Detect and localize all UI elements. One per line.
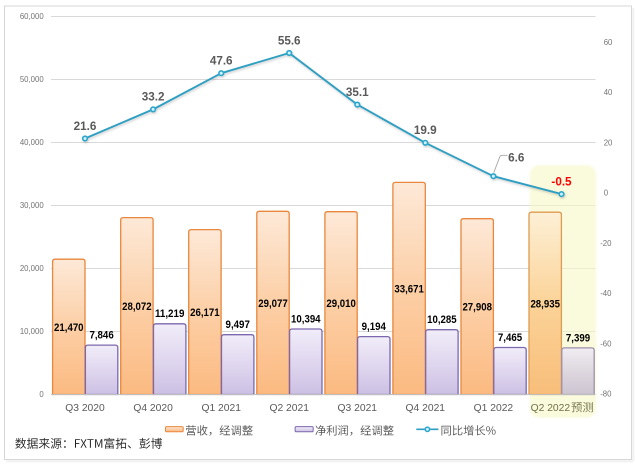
svg-text:Q4 2020: Q4 2020 [133, 403, 173, 414]
svg-text:60,000: 60,000 [20, 12, 45, 21]
svg-text:60: 60 [604, 38, 613, 47]
svg-text:Q2 2021: Q2 2021 [269, 403, 309, 414]
svg-text:-80: -80 [600, 390, 612, 399]
svg-text:-40: -40 [600, 289, 612, 298]
svg-text:20: 20 [604, 138, 613, 147]
svg-text:Q3 2020: Q3 2020 [65, 403, 105, 414]
svg-text:7,465: 7,465 [498, 332, 522, 344]
svg-text:40,000: 40,000 [20, 138, 45, 147]
svg-text:40: 40 [604, 88, 613, 97]
svg-text:9,497: 9,497 [226, 319, 250, 331]
svg-text:28,935: 28,935 [530, 298, 560, 310]
svg-text:-60: -60 [600, 339, 612, 348]
svg-text:0: 0 [39, 390, 44, 399]
svg-text:-20: -20 [600, 239, 612, 248]
svg-text:33,671: 33,671 [394, 283, 424, 295]
svg-text:0: 0 [604, 189, 609, 198]
svg-text:Q2 2022: Q2 2022 [531, 403, 571, 414]
svg-text:30,000: 30,000 [20, 201, 45, 210]
svg-text:-0.5: -0.5 [551, 175, 572, 188]
svg-text:Q1 2021: Q1 2021 [201, 403, 241, 414]
svg-text:50,000: 50,000 [20, 75, 45, 84]
svg-text:10,000: 10,000 [20, 327, 45, 336]
svg-text:47.6: 47.6 [210, 55, 233, 68]
svg-text:20,000: 20,000 [20, 264, 45, 273]
svg-text:35.1: 35.1 [346, 86, 369, 99]
svg-text:9,194: 9,194 [362, 321, 387, 333]
svg-text:19.9: 19.9 [414, 124, 437, 137]
svg-text:33.2: 33.2 [142, 91, 165, 104]
svg-text:26,171: 26,171 [190, 307, 220, 319]
svg-text:55.6: 55.6 [278, 34, 301, 47]
svg-text:Q4 2021: Q4 2021 [406, 403, 446, 414]
svg-text:6.6: 6.6 [508, 152, 525, 165]
svg-text:10,394: 10,394 [291, 313, 321, 325]
svg-text:11,219: 11,219 [155, 308, 185, 320]
svg-text:7,399: 7,399 [566, 332, 590, 344]
svg-text:29,077: 29,077 [258, 298, 288, 310]
svg-text:7,846: 7,846 [89, 330, 113, 342]
svg-text:Q1 2022: Q1 2022 [474, 403, 514, 414]
svg-text:Q3 2021: Q3 2021 [338, 403, 378, 414]
svg-text:21,470: 21,470 [54, 322, 84, 334]
svg-text:10,285: 10,285 [427, 314, 457, 326]
svg-text:29,010: 29,010 [326, 298, 356, 310]
svg-text:28,072: 28,072 [122, 301, 152, 313]
svg-text:27,908: 27,908 [462, 302, 492, 314]
svg-text:21.6: 21.6 [74, 120, 97, 133]
